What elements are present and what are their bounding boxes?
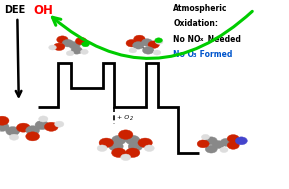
- Circle shape: [57, 36, 68, 43]
- Circle shape: [205, 137, 217, 145]
- Circle shape: [44, 122, 58, 131]
- Text: x: x: [200, 37, 203, 42]
- Circle shape: [118, 130, 133, 139]
- Circle shape: [227, 135, 239, 143]
- Text: Oxidation:: Oxidation:: [173, 19, 218, 28]
- Circle shape: [39, 116, 48, 122]
- Circle shape: [99, 138, 114, 147]
- Circle shape: [49, 45, 56, 50]
- Text: Needed: Needed: [205, 35, 240, 44]
- Circle shape: [55, 121, 64, 127]
- Circle shape: [205, 145, 217, 153]
- Circle shape: [6, 127, 20, 136]
- Circle shape: [142, 47, 154, 54]
- Text: 2: 2: [130, 116, 133, 121]
- Circle shape: [35, 121, 49, 130]
- Circle shape: [220, 138, 232, 146]
- Circle shape: [0, 122, 9, 131]
- Circle shape: [155, 39, 163, 44]
- Circle shape: [75, 37, 87, 45]
- Circle shape: [125, 148, 140, 157]
- Circle shape: [144, 145, 154, 151]
- Circle shape: [71, 47, 82, 54]
- Circle shape: [97, 145, 107, 151]
- Circle shape: [220, 147, 228, 153]
- Circle shape: [126, 40, 138, 47]
- Circle shape: [16, 123, 30, 132]
- Circle shape: [121, 154, 131, 160]
- Circle shape: [133, 42, 144, 49]
- Circle shape: [134, 35, 145, 43]
- Circle shape: [148, 41, 160, 48]
- Circle shape: [26, 126, 40, 135]
- Circle shape: [0, 116, 9, 125]
- Circle shape: [128, 142, 143, 151]
- Circle shape: [112, 148, 126, 157]
- Circle shape: [69, 42, 80, 49]
- Circle shape: [81, 42, 89, 47]
- Circle shape: [112, 135, 126, 145]
- Circle shape: [9, 134, 19, 140]
- Circle shape: [227, 141, 239, 149]
- Circle shape: [109, 142, 123, 151]
- Text: 3: 3: [192, 53, 196, 57]
- Text: Formed: Formed: [197, 50, 232, 59]
- Circle shape: [153, 50, 161, 55]
- Circle shape: [66, 51, 74, 56]
- Text: Atmospheric: Atmospheric: [173, 4, 228, 13]
- Text: No O: No O: [173, 50, 194, 59]
- Circle shape: [141, 39, 153, 46]
- Circle shape: [125, 135, 140, 145]
- Circle shape: [235, 137, 247, 145]
- Circle shape: [129, 48, 137, 53]
- Circle shape: [212, 141, 224, 149]
- Circle shape: [138, 138, 152, 147]
- Text: OH: OH: [33, 4, 53, 17]
- Circle shape: [62, 40, 74, 47]
- Circle shape: [197, 140, 209, 148]
- Circle shape: [53, 43, 65, 50]
- Circle shape: [81, 49, 88, 54]
- Circle shape: [155, 38, 162, 43]
- Circle shape: [201, 134, 210, 140]
- Text: + O: + O: [117, 115, 129, 120]
- Text: DEE: DEE: [4, 5, 26, 15]
- Circle shape: [26, 132, 40, 141]
- Text: No NO: No NO: [173, 35, 201, 44]
